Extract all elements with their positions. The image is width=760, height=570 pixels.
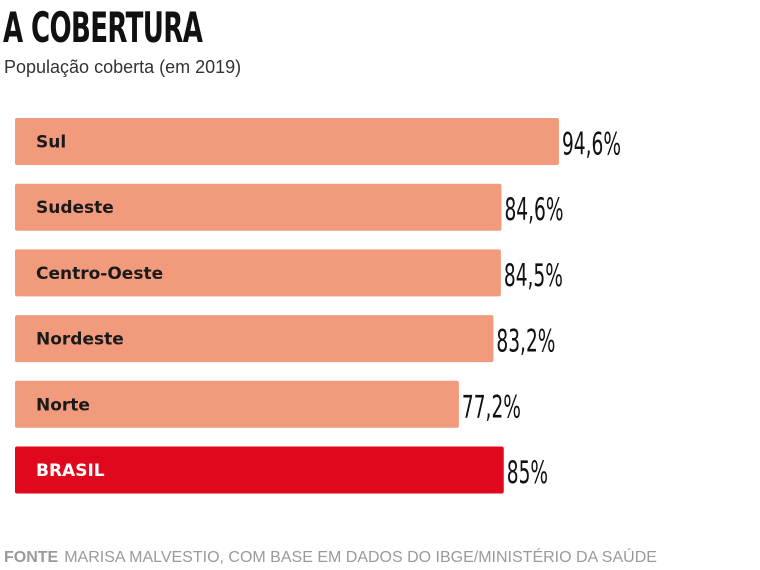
category-label-brasil: BRASIL bbox=[36, 461, 105, 481]
category-label-sudeste: Sudeste bbox=[36, 198, 114, 218]
source-note: FONTE MARISA MALVESTIO, COM BASE EM DADOS… bbox=[4, 548, 657, 568]
value-label-nordeste: 83,2% bbox=[496, 324, 555, 360]
chart-subtitle: População coberta (em 2019) bbox=[4, 57, 242, 77]
value-label-brasil: 85% bbox=[507, 455, 548, 491]
category-label-nordeste: Nordeste bbox=[36, 330, 124, 350]
chart-title: A COBERTURA bbox=[3, 3, 203, 52]
bar-brasil bbox=[15, 446, 504, 494]
category-label-norte: Norte bbox=[36, 395, 90, 415]
bar-sudeste bbox=[15, 183, 502, 231]
value-label-centro-oeste: 84,5% bbox=[504, 258, 563, 294]
category-label-sul: Sul bbox=[36, 133, 66, 153]
value-label-sudeste: 84,6% bbox=[504, 192, 563, 228]
bar-centro-oeste bbox=[15, 249, 501, 297]
value-label-sul: 94,6% bbox=[562, 127, 621, 163]
source-text: MARISA MALVESTIO, COM BASE EM DADOS DO I… bbox=[64, 549, 657, 566]
bar-nordeste bbox=[15, 315, 494, 363]
category-label-centro-oeste: Centro-Oeste bbox=[36, 264, 163, 284]
value-label-norte: 77,2% bbox=[462, 389, 521, 425]
bar-sul bbox=[15, 118, 559, 165]
bar-norte bbox=[15, 380, 459, 428]
source-label: FONTE bbox=[4, 549, 59, 566]
